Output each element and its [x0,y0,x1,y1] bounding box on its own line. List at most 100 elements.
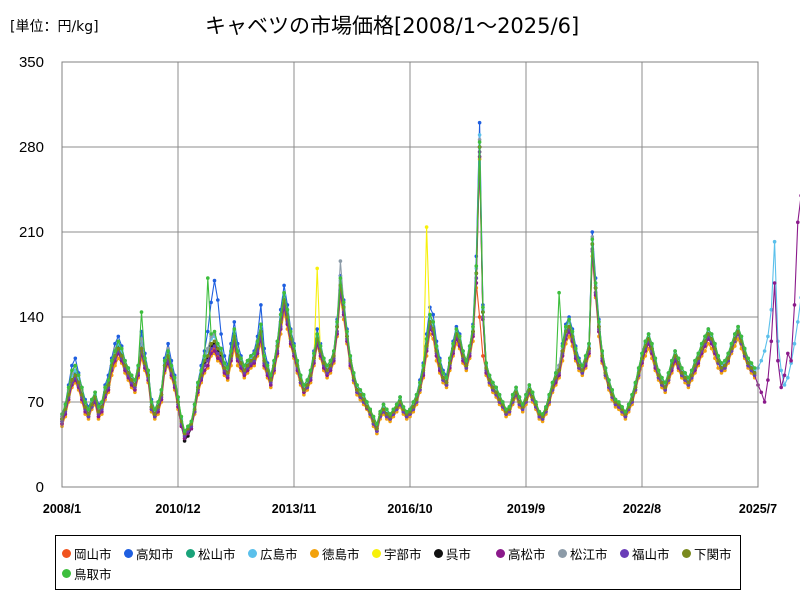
data-point [123,363,127,368]
data-point [63,402,68,407]
data-point [530,390,535,395]
data-point [656,368,661,373]
data-point [76,373,81,378]
data-point [633,380,638,385]
data-point [216,356,220,361]
data-point [680,371,684,375]
data-point [580,368,585,373]
data-point [116,356,121,361]
data-point [315,327,320,331]
data-point [206,363,210,368]
series-8 [60,137,757,433]
legend-item: 高知市 [124,544,174,563]
data-point [292,344,296,348]
series-11 [60,140,757,433]
x-tick-label: 2022/8 [623,502,661,516]
data-point [501,400,505,404]
data-point [182,431,187,436]
data-point [262,354,267,358]
data-point [398,395,402,399]
data-point [149,400,154,404]
legend-label: 高松市 [508,547,546,562]
x-tick-label: 2016/10 [387,502,432,516]
x-tick-label: 2019/9 [507,502,545,516]
data-point [779,385,783,390]
data-point [212,344,217,348]
data-point [464,358,469,363]
chart-title: キャベツの市場価格[2008/1～2025/6] [205,14,580,38]
data-point [573,346,578,351]
data-point [613,405,618,409]
data-point [683,375,687,380]
data-point [550,380,555,385]
data-point [116,346,121,351]
data-point [242,368,247,373]
legend-label: 岡山市 [74,547,112,562]
data-point [726,351,730,356]
data-point [272,358,276,363]
data-point [176,395,180,399]
data-point [491,380,495,385]
data-point [481,354,485,358]
data-point [156,405,160,409]
data-point [623,409,628,414]
data-point [428,312,432,317]
data-point [86,414,91,419]
data-point [766,378,770,382]
legend-item: 福山市 [620,544,670,563]
data-point [259,322,263,327]
y-axis: 0 70 140 210 280 350 [19,54,44,496]
data-point [663,380,667,385]
data-point [686,380,691,385]
data-point [298,373,303,378]
data-point [371,414,376,419]
data-point [116,339,121,344]
y-tick-label: 0 [36,479,44,496]
series-10 [60,145,757,436]
data-point [782,373,787,378]
legend-label: 下関市 [694,547,732,562]
data-point [225,366,230,370]
data-point [689,368,694,373]
data-point [315,332,320,336]
data-point [517,395,522,399]
data-point [249,354,253,358]
legend-label: 鳥取市 [74,567,112,582]
data-point [225,371,230,375]
data-point [119,354,124,358]
unit-label: [単位：円/kg] [10,19,99,35]
data-point [73,356,78,361]
legend-marker [62,569,71,578]
data-point [534,400,538,404]
data-point [219,332,223,336]
data-point [206,346,210,351]
legend-label: 宇部市 [384,547,422,562]
data-point [577,363,581,368]
data-point [371,419,376,424]
data-point [365,405,369,409]
data-point [73,363,78,368]
legend-label: 松江市 [570,547,608,562]
y-tick-label: 140 [19,309,44,326]
legend-label: 高知市 [136,547,174,562]
series-line [61,146,756,442]
data-point [385,414,389,419]
data-point [663,388,667,392]
data-point [156,400,160,404]
data-point [361,392,366,397]
data-point [83,400,87,404]
data-point [603,366,608,370]
data-point [504,414,508,419]
data-point [746,356,750,361]
data-point [719,371,724,375]
data-point [239,361,243,365]
data-point [206,358,210,363]
data-point [209,300,213,305]
data-point [766,334,770,339]
data-point [308,368,313,373]
data-point [434,344,439,348]
data-point [70,368,74,373]
data-point [143,356,147,361]
data-point [643,339,648,344]
data-point [600,349,604,353]
